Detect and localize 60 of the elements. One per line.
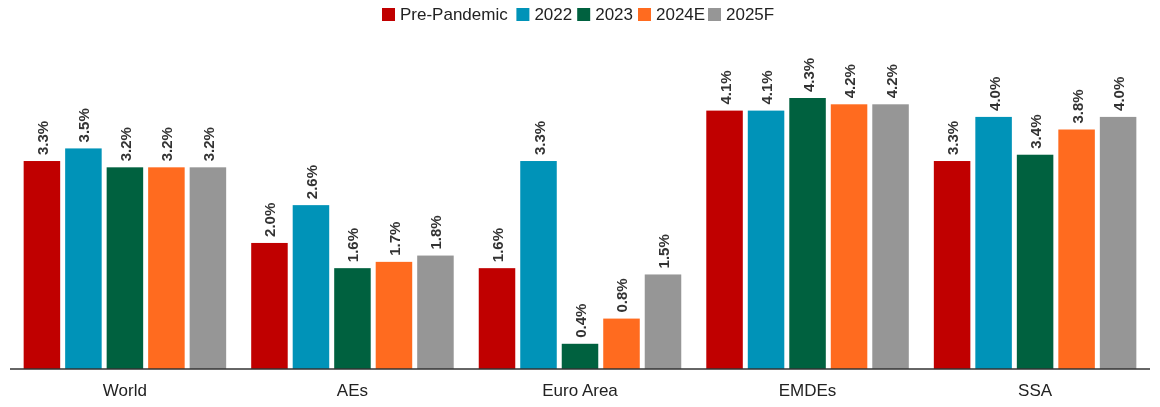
bar xyxy=(561,343,599,369)
bar xyxy=(417,255,454,369)
bar xyxy=(644,274,682,369)
legend-label: Pre-Pandemic xyxy=(400,5,509,24)
bar xyxy=(251,242,288,369)
legend-label: 2024E xyxy=(656,5,706,24)
bar xyxy=(706,110,743,369)
bar xyxy=(1058,129,1095,369)
bar xyxy=(375,261,413,369)
data-label: 3.3% xyxy=(33,120,51,156)
data-label: 2.6% xyxy=(302,164,320,200)
bar xyxy=(933,161,971,369)
data-label: 1.7% xyxy=(385,221,403,256)
bar xyxy=(1099,116,1137,369)
data-label: 4.1% xyxy=(716,70,734,105)
data-label: 3.2% xyxy=(116,127,134,162)
data-label: 4.2% xyxy=(841,64,859,99)
legend-label: 2023 xyxy=(595,5,634,24)
data-label: 0.4% xyxy=(572,303,589,338)
bar xyxy=(975,116,1012,369)
x-tick-label: AEs xyxy=(336,381,369,400)
data-label: 3.2% xyxy=(199,127,217,162)
data-label: 2.0% xyxy=(261,202,279,237)
bar xyxy=(23,161,61,369)
data-label: 3.4% xyxy=(1027,114,1045,149)
bar xyxy=(603,318,640,369)
x-tick-label: EMDEs xyxy=(778,381,837,400)
data-label: 4.0% xyxy=(985,76,1003,111)
bar xyxy=(478,268,516,369)
bar xyxy=(789,98,826,369)
data-label: 4.2% xyxy=(882,64,900,99)
data-label: 3.5% xyxy=(75,108,93,143)
data-label: 1.6% xyxy=(344,227,362,263)
bar xyxy=(747,110,785,369)
legend-label: 2022 xyxy=(534,5,573,24)
x-tick-label: World xyxy=(102,381,147,400)
bar xyxy=(520,161,557,369)
data-label: 4.0% xyxy=(1110,76,1128,111)
bar xyxy=(65,148,102,369)
x-tick-label: SSA xyxy=(1018,381,1053,400)
bar xyxy=(106,167,144,369)
x-tick-label: Euro Area xyxy=(542,381,619,400)
bar xyxy=(1016,154,1054,369)
legend-label: 2025F xyxy=(726,5,775,24)
data-label: 1.8% xyxy=(427,215,445,250)
bar xyxy=(830,104,868,369)
bar xyxy=(872,104,909,369)
bar xyxy=(148,167,185,369)
data-label: 1.6% xyxy=(489,227,506,263)
bar xyxy=(334,268,371,369)
bar xyxy=(292,205,330,369)
data-label: 0.8% xyxy=(613,278,631,313)
data-label: 3.2% xyxy=(158,127,176,162)
bar xyxy=(189,167,227,369)
data-label: 4.3% xyxy=(799,57,817,92)
data-label: 4.1% xyxy=(758,70,776,105)
data-label: 3.8% xyxy=(1068,89,1086,124)
data-label: 3.3% xyxy=(944,120,962,156)
data-label: 1.5% xyxy=(655,234,672,269)
data-label: 3.3% xyxy=(530,120,548,156)
